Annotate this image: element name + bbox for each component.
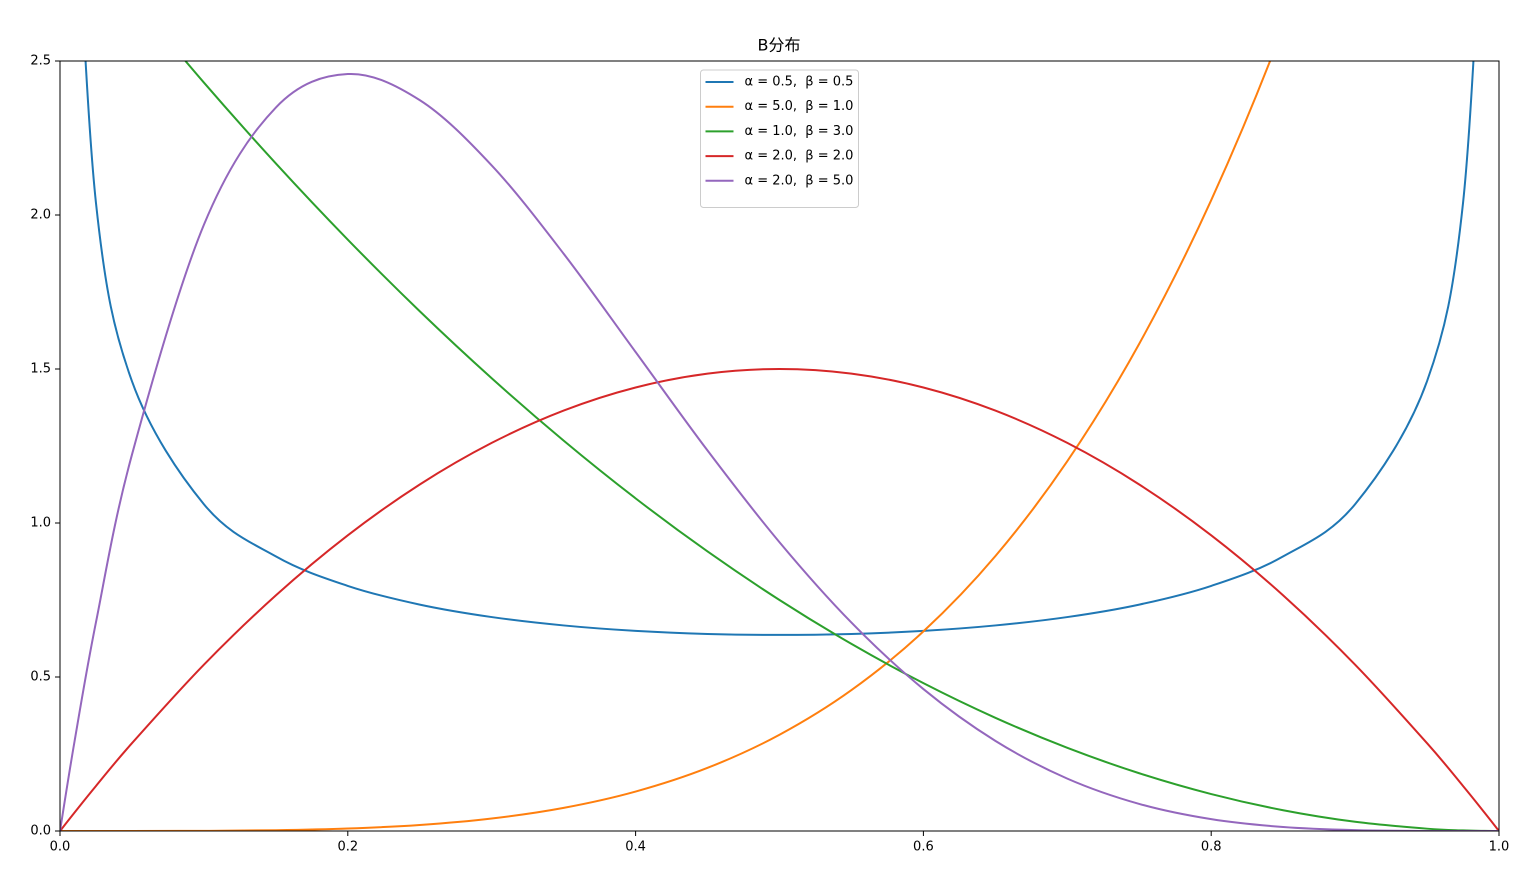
y-tick-label: 1.0 [30, 516, 51, 531]
legend-label: α = 2.0, β = 5.0 [745, 173, 854, 188]
y-tick-label: 0.5 [30, 670, 51, 685]
y-tick-label: 1.5 [30, 362, 51, 377]
series-line [60, 73, 1499, 831]
legend-box [700, 69, 859, 208]
chart-title: B分布 [758, 36, 801, 55]
series-line [84, 61, 1475, 636]
x-tick-label: 0.0 [50, 840, 71, 855]
x-tick-label: 0.6 [913, 840, 934, 855]
x-tick-label: 0.4 [625, 840, 646, 855]
x-tick-label: 0.2 [337, 840, 358, 855]
legend-label: α = 0.5, β = 0.5 [745, 75, 854, 90]
series-line [60, 367, 1499, 831]
series-line [184, 61, 1499, 831]
legend-label: α = 5.0, β = 1.0 [745, 99, 854, 114]
y-tick-label: 0.0 [30, 824, 51, 839]
y-tick-label: 2.0 [30, 208, 51, 223]
x-tick-label: 1.0 [1489, 840, 1510, 855]
y-tick-label: 2.5 [30, 54, 51, 69]
plot-frame [59, 60, 1500, 832]
legend-label: α = 1.0, β = 3.0 [745, 124, 854, 139]
x-tick-label: 0.8 [1201, 840, 1222, 855]
legend-label: α = 2.0, β = 2.0 [745, 149, 854, 164]
